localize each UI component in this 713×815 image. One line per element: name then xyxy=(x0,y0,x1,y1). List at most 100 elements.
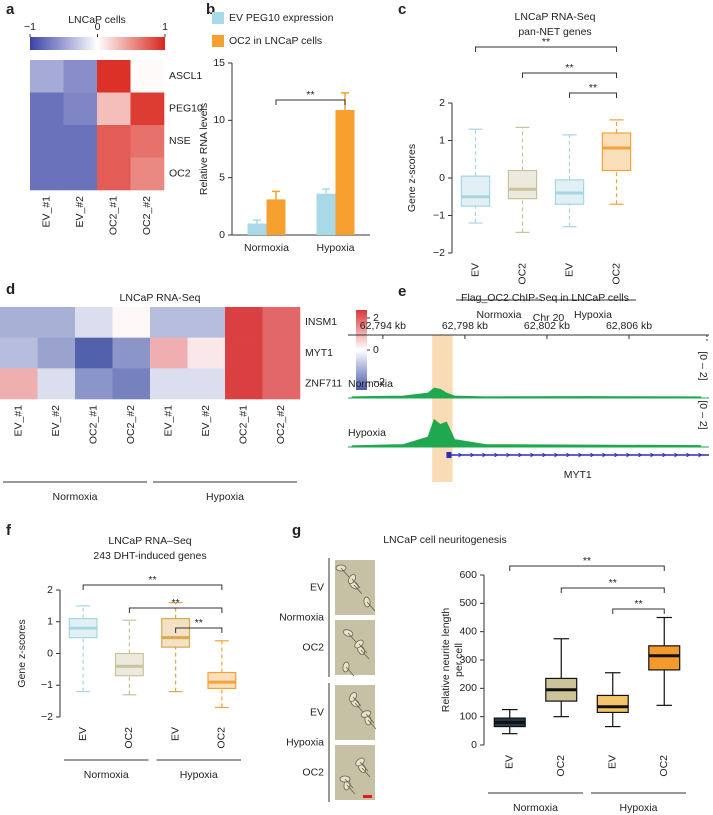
x-tick-label: OC2 xyxy=(216,727,228,749)
heatmap-cell xyxy=(97,92,131,126)
heatmap-cell xyxy=(262,307,301,338)
heatmap-cell xyxy=(150,368,188,400)
colorbar xyxy=(30,37,165,50)
heatmap-cell xyxy=(130,125,165,158)
group-label: Hypoxia xyxy=(574,309,612,321)
neurite xyxy=(367,719,377,730)
neurite xyxy=(359,761,369,772)
y-tick-label: 1 xyxy=(47,616,53,628)
colorbar-tick-label: 0 xyxy=(373,344,379,356)
box xyxy=(114,652,144,677)
bar xyxy=(247,223,267,235)
error-bar xyxy=(322,188,330,194)
y-tick-label: 0 xyxy=(471,739,477,751)
panel-title: LNCaP RNA-Seq xyxy=(120,292,201,304)
heatmap-cell xyxy=(30,92,64,126)
y-tick-label: −1 xyxy=(433,209,445,221)
x-tick-label: OC2 xyxy=(555,755,567,777)
strand-arrow xyxy=(554,452,559,458)
y-axis-label: Gene z-scores xyxy=(16,619,28,687)
column-label: EV_#2 xyxy=(74,196,86,228)
image-group-label: Hypoxia xyxy=(286,736,324,748)
scale-bar xyxy=(363,795,372,798)
y-tick-label: 5 xyxy=(219,171,225,183)
significance-bracket xyxy=(475,46,617,52)
significance-bracket xyxy=(175,627,223,633)
box xyxy=(648,645,681,671)
row-label: ZNF711 xyxy=(305,377,342,389)
group-label: Normoxia xyxy=(477,309,522,321)
group-label: Hypoxia xyxy=(180,769,218,781)
heatmap-cell xyxy=(112,368,151,400)
heatmap-cell xyxy=(30,60,64,93)
heatmap-cell xyxy=(0,307,38,338)
chromosome-label: Chr 20 xyxy=(533,312,565,324)
neurite xyxy=(346,784,356,795)
heatmap-cell xyxy=(63,60,98,93)
colorbar xyxy=(356,310,367,390)
x-tick-label: 62,806 kb xyxy=(606,320,652,332)
heatmap-cell xyxy=(262,368,301,400)
significance-label: ** xyxy=(195,617,203,629)
y-tick-label: 500 xyxy=(459,597,477,609)
row-label: NSE xyxy=(169,135,191,147)
colorbar-tick-label: 1 xyxy=(162,21,168,33)
x-tick-label: EV xyxy=(169,727,181,741)
neurite xyxy=(347,632,357,643)
significance-bracket xyxy=(509,565,665,571)
column-label: OC2_#2 xyxy=(141,196,153,235)
legend-swatch xyxy=(212,35,224,47)
column-label: EV_#2 xyxy=(200,405,212,437)
y-tick-label: −2 xyxy=(41,711,53,723)
strand-arrow xyxy=(530,452,535,458)
panel-title: LNCaP RNA-Seq xyxy=(515,11,596,23)
group-label: Hypoxia xyxy=(620,802,658,814)
neurite xyxy=(353,584,363,595)
strand-arrow xyxy=(458,452,463,458)
track-label: Normoxia xyxy=(348,378,393,390)
heatmap-cell xyxy=(130,60,165,93)
row-label: PEG10 xyxy=(169,103,203,115)
neurite xyxy=(340,567,350,578)
x-tick-label: EV xyxy=(469,263,481,277)
significance-bracket xyxy=(560,587,665,593)
strand-arrow xyxy=(602,452,607,458)
x-tick-label: Normoxia xyxy=(244,242,289,254)
strand-arrow xyxy=(638,452,643,458)
significance-bracket xyxy=(612,608,665,614)
image-row-label: EV xyxy=(310,706,324,718)
heatmap-cell xyxy=(97,125,131,158)
track-label: Hypoxia xyxy=(348,427,386,439)
image-row-label: EV xyxy=(310,581,324,593)
neurite xyxy=(358,643,368,654)
x-tick-label: OC2 xyxy=(610,263,622,285)
y-tick-label: −1 xyxy=(41,679,53,691)
y-tick-label: 600 xyxy=(459,569,477,581)
group-label: Normoxia xyxy=(84,769,129,781)
heatmap-cell xyxy=(130,92,165,126)
strand-arrow xyxy=(650,452,655,458)
significance-bracket xyxy=(522,72,617,78)
heatmap-cell xyxy=(150,337,188,369)
colorbar-tick-label: −1 xyxy=(24,21,36,33)
strand-arrow xyxy=(662,452,667,458)
strand-arrow xyxy=(518,452,523,458)
gene-label: MYT1 xyxy=(564,469,592,481)
x-tick-label: 62,802 kb xyxy=(524,320,570,332)
heatmap-cell xyxy=(75,337,113,369)
legend-label: EV PEG10 expression xyxy=(229,12,334,24)
neurite xyxy=(360,649,370,660)
neurite xyxy=(345,666,355,677)
heatmap-cell xyxy=(187,307,226,338)
x-tick-label: OC2 xyxy=(123,727,135,749)
column-label: EV_#2 xyxy=(50,405,62,437)
significance-label: ** xyxy=(565,62,573,74)
heatmap-cell xyxy=(130,157,165,191)
image-group-label: Normoxia xyxy=(279,611,324,623)
heatmap-cell xyxy=(187,337,226,369)
y-tick-label: 10 xyxy=(213,114,225,126)
strand-arrow xyxy=(506,452,511,458)
column-label: EV_#1 xyxy=(13,405,25,437)
column-label: EV_#1 xyxy=(41,196,53,228)
